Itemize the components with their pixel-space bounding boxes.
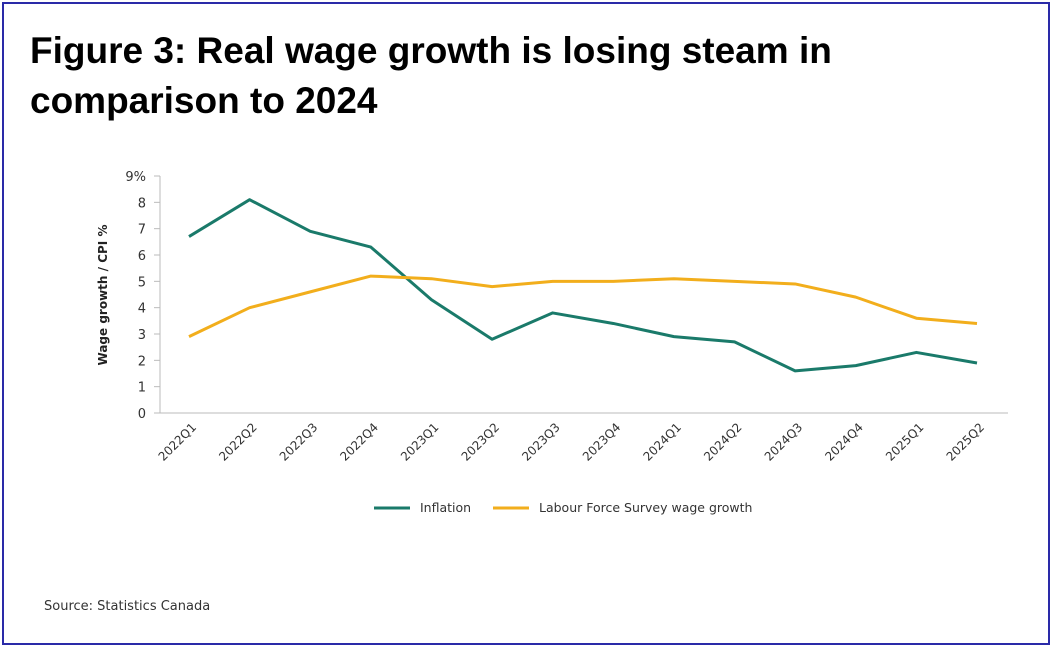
x-tick-label: 2023Q2 (459, 420, 503, 464)
series-line-labour-force-survey-wage-growth (188, 274, 978, 338)
x-tick-label: 2022Q3 (277, 420, 321, 464)
x-tick-label: 2024Q1 (640, 420, 684, 464)
y-tick-label: 6 (138, 249, 146, 264)
y-tick-label: 3 (138, 328, 146, 343)
x-tick-label: 2023Q4 (580, 420, 624, 464)
x-tick-label: 2022Q2 (216, 420, 260, 464)
x-tick-label: 2024Q3 (762, 420, 806, 464)
figure-title: Figure 3: Real wage growth is losing ste… (30, 30, 832, 121)
y-tick-label: 7 (138, 223, 146, 238)
x-tick-label: 2022Q1 (156, 420, 200, 464)
series-line-inflation (188, 198, 978, 373)
y-axis-label: Wage growth / CPI % (96, 225, 110, 366)
y-tick-label: 5 (138, 275, 146, 290)
y-tick-label: 4 (138, 302, 146, 317)
x-tick-label: 2025Q2 (944, 420, 988, 464)
y-tick-label: 1 (138, 381, 146, 396)
legend-label: Labour Force Survey wage growth (539, 500, 752, 515)
x-tick-label: 2024Q2 (701, 420, 745, 464)
x-tick-label: 2023Q1 (398, 420, 442, 464)
y-tick-label: 0 (138, 407, 146, 422)
y-tick-label: 9% (125, 170, 146, 185)
x-tick-label: 2024Q4 (822, 420, 866, 464)
x-tick-label: 2022Q4 (337, 420, 381, 464)
x-tick-label: 2023Q3 (519, 420, 563, 464)
legend-label: Inflation (420, 500, 471, 515)
y-tick-label: 8 (138, 196, 146, 211)
x-tick-label: 2025Q1 (883, 420, 927, 464)
source-note: Source: Statistics Canada (44, 599, 211, 614)
y-tick-label: 2 (138, 354, 146, 369)
